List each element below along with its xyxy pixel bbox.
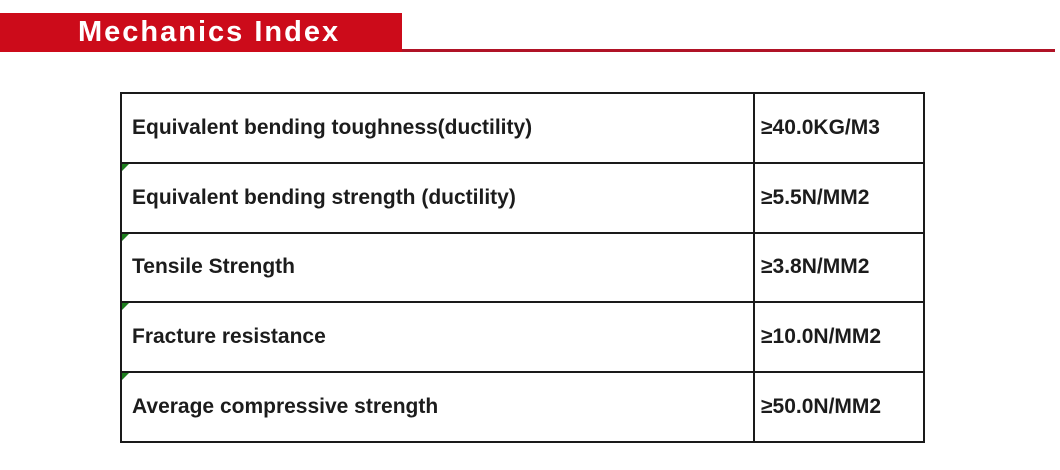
property-value-cell: ≥50.0N/MM2 — [755, 373, 923, 441]
property-value-cell: ≥3.8N/MM2 — [755, 234, 923, 302]
property-value: ≥40.0KG/M3 — [761, 115, 880, 139]
property-name: Equivalent bending strength (ductility) — [132, 185, 516, 209]
property-value: ≥10.0N/MM2 — [761, 325, 882, 349]
cell-corner-marker-icon — [122, 373, 129, 381]
section-title: Mechanics Index — [78, 16, 341, 48]
section-banner: Mechanics Index — [0, 13, 402, 52]
property-name-cell: Tensile Strength — [122, 233, 755, 302]
property-name: Fracture resistance — [132, 325, 326, 349]
cell-corner-marker-icon — [122, 233, 129, 241]
cell-corner-marker-icon — [122, 163, 129, 171]
cell-corner-marker-icon — [122, 303, 129, 311]
property-value-cell: ≥10.0N/MM2 — [755, 303, 923, 371]
table-row: Tensile Strength ≥3.8N/MM2 — [122, 231, 923, 302]
property-value: ≥3.8N/MM2 — [761, 255, 870, 279]
property-value: ≥5.5N/MM2 — [761, 185, 870, 209]
mechanics-spec-table: Equivalent bending toughness(ductility) … — [120, 92, 925, 443]
property-name-cell: Equivalent bending toughness(ductility) — [122, 94, 755, 162]
property-value: ≥50.0N/MM2 — [761, 395, 882, 419]
header-underline — [0, 49, 1055, 52]
property-name: Average compressive strength — [132, 395, 439, 419]
table-row: Equivalent bending toughness(ductility) … — [122, 94, 923, 162]
table-row: Fracture resistance ≥10.0N/MM2 — [122, 301, 923, 372]
property-value-cell: ≥40.0KG/M3 — [755, 94, 923, 162]
property-name: Tensile Strength — [132, 255, 295, 279]
property-name-cell: Fracture resistance — [122, 303, 755, 372]
property-name: Equivalent bending toughness(ductility) — [132, 115, 533, 139]
property-name-cell: Average compressive strength — [122, 373, 755, 441]
property-value-cell: ≥5.5N/MM2 — [755, 164, 923, 232]
table-row: Average compressive strength ≥50.0N/MM2 — [122, 371, 923, 441]
table-row: Equivalent bending strength (ductility) … — [122, 161, 923, 232]
property-name-cell: Equivalent bending strength (ductility) — [122, 163, 755, 232]
